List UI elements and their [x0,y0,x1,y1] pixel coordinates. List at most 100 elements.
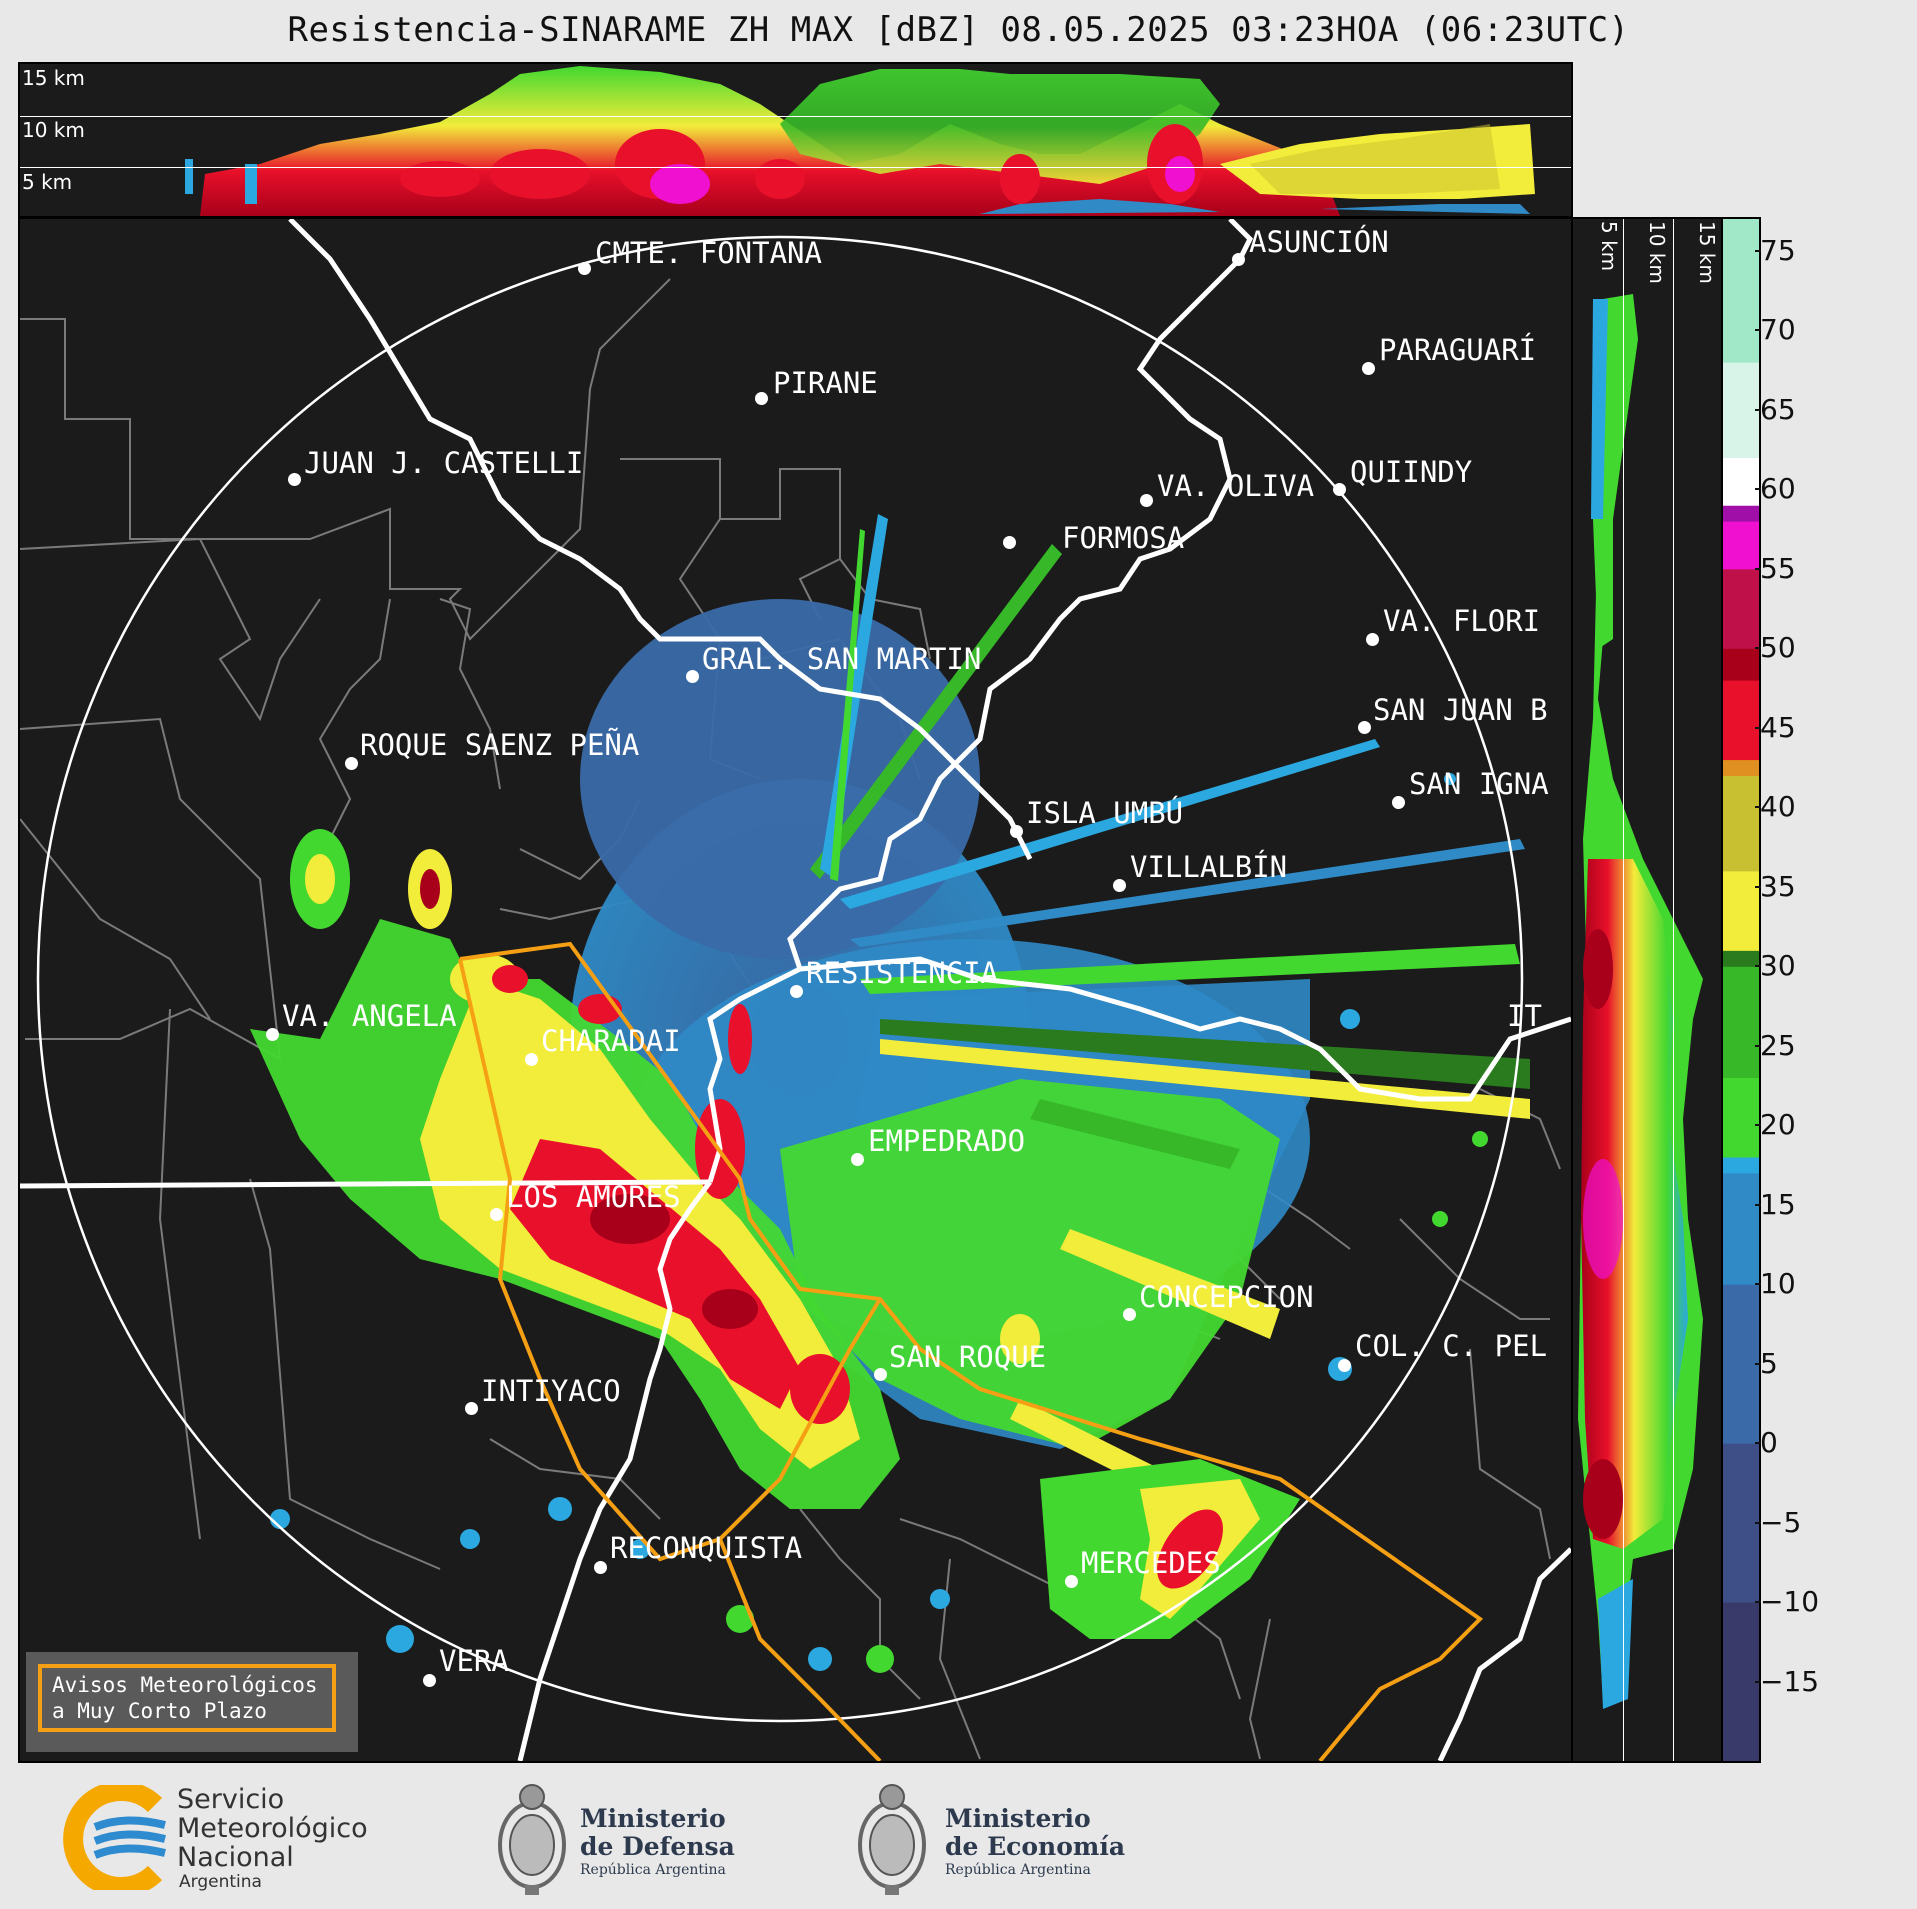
city-label-formosa: FORMOSA [1062,521,1185,555]
city-dot-gral-san-martin [686,670,699,683]
colorbar-band [1723,870,1759,888]
city-label-empedrado: EMPEDRADO [868,1124,1026,1158]
side-alt-label-15km: 15 km [1695,221,1719,284]
warning-legend: Avisos Meteorológicos a Muy Corto Plazo [26,1652,358,1752]
colorbar-band [1723,346,1759,363]
colorbar-band [1723,425,1759,443]
colorbar [1721,217,1761,1763]
defensa-logo: Ministerio de Defensa República Argentin… [495,1775,755,1900]
side-alt-label-10km: 10 km [1645,221,1669,284]
colorbar-band [1723,473,1759,490]
colorbar-band [1723,1665,1759,1683]
colorbar-tick-label: 15 [1755,1187,1796,1221]
colorbar-tick-label: 25 [1755,1028,1796,1062]
city-label-col-c-pel: COL. C. PEL [1355,1329,1548,1363]
colorbar-tick-label: 35 [1755,869,1796,903]
city-dot-quiindy [1333,483,1346,496]
colorbar-band [1723,1315,1759,1333]
colorbar-band [1723,1697,1759,1714]
colorbar-band [1723,1713,1759,1730]
colorbar-band [1723,1252,1759,1269]
warning-legend-line1: Avisos Meteorológicos [52,1673,318,1697]
colorbar-band [1723,1586,1759,1603]
warning-polygons [458,941,1484,1761]
colorbar-band [1723,1077,1759,1094]
side-cross-section: 5 km 10 km 15 km [1571,217,1724,1763]
colorbar-band [1723,982,1759,999]
city-label-gral-san-martin: GRAL. SAN MARTIN [702,642,982,676]
economia-logo-line2: de Economía [945,1832,1126,1861]
colorbar-band [1723,918,1759,935]
colorbar-band [1723,314,1759,331]
colorbar-tick-label: 5 [1755,1346,1778,1380]
colorbar-tick-label: 75 [1755,233,1796,267]
colorbar-tick-label: 60 [1755,472,1796,506]
colorbar-band [1723,1045,1759,1063]
gridline-10km-side [1673,219,1674,1761]
city-dot-los-amores [490,1208,503,1221]
colorbar-band [1723,266,1759,284]
colorbar-band [1723,330,1759,347]
colorbar-band [1723,775,1759,792]
colorbar-band [1723,791,1759,808]
colorbar-band [1723,250,1759,268]
colorbar-band [1723,664,1759,681]
economia-logo: Ministerio de Economía República Argenti… [855,1775,1135,1900]
colorbar-band [1723,1220,1759,1238]
colorbar-tick-label: 10 [1755,1267,1796,1301]
city-dot-va-oliva [1140,494,1153,507]
top-cross-section: 15 km 10 km 5 km [18,62,1573,218]
colorbar-band [1723,1649,1759,1667]
colorbar-band [1723,1745,1759,1762]
map-title: Resistencia-SINARAME ZH MAX [dBZ] 08.05.… [287,10,1630,50]
colorbar-band [1723,1204,1759,1222]
top-cross-section-echoes [185,66,1535,216]
colorbar-band [1723,966,1759,983]
colorbar-band [1723,1141,1759,1158]
gridline-10km [20,167,1571,168]
colorbar-band [1723,219,1759,236]
city-label-san-juan-b: SAN JUAN B [1373,693,1548,727]
warning-legend-box: Avisos Meteorológicos a Muy Corto Plazo [38,1664,336,1732]
colorbar-tick-label: 70 [1755,313,1796,347]
colorbar-band [1723,1172,1759,1190]
economia-seal [858,1784,926,1895]
colorbar-band [1723,1236,1759,1253]
side-alt-label-5km: 5 km [1597,221,1621,272]
city-label-cmte-fontana: CMTE. FONTANA [595,236,822,270]
colorbar-band [1723,600,1759,618]
city-label-isla-umbu: ISLA UMBÚ [1026,796,1184,830]
city-label-paraguari: PARAGUARÍ [1379,333,1537,367]
colorbar-tick-label: 0 [1755,1426,1778,1460]
smn-logo: Servicio Meteorológico Nacional Argentin… [55,1781,385,1897]
colorbar-band [1723,1029,1759,1047]
colorbar-band [1723,1538,1759,1555]
colorbar-band [1723,838,1759,856]
smn-logo-line3: Nacional [177,1842,294,1873]
colorbar-band [1723,854,1759,872]
colorbar-band [1723,680,1759,697]
city-dot-juan-j-castelli [288,473,301,486]
colorbar-band [1723,1729,1759,1746]
colorbar-band [1723,1331,1759,1349]
city-label-asuncion: ASUNCIÓN [1249,225,1389,259]
colorbar-band [1723,1602,1759,1619]
colorbar-band [1723,521,1759,538]
colorbar-band [1723,1681,1759,1699]
colorbar-tick-label: −10 [1754,1585,1820,1619]
warning-legend-line2: a Muy Corto Plazo [52,1699,267,1724]
alt-label-15km: 15 km [22,66,85,90]
colorbar-band [1723,1125,1759,1142]
city-dot-isla-umbu [1010,825,1023,838]
city-dot-va-angela [266,1028,279,1041]
colorbar-band [1723,934,1759,951]
city-dot-mercedes [1065,1575,1078,1588]
colorbar-band [1723,1522,1759,1540]
colorbar-band [1723,568,1759,586]
city-label-concepcion: CONCEPCION [1139,1280,1314,1314]
colorbar-band [1723,1427,1759,1444]
city-label-va-florida: VA. FLORI [1383,604,1541,638]
city-dot-charadai [525,1053,538,1066]
colorbar-band [1723,711,1759,729]
defensa-logo-line3: República Argentina [580,1862,726,1878]
